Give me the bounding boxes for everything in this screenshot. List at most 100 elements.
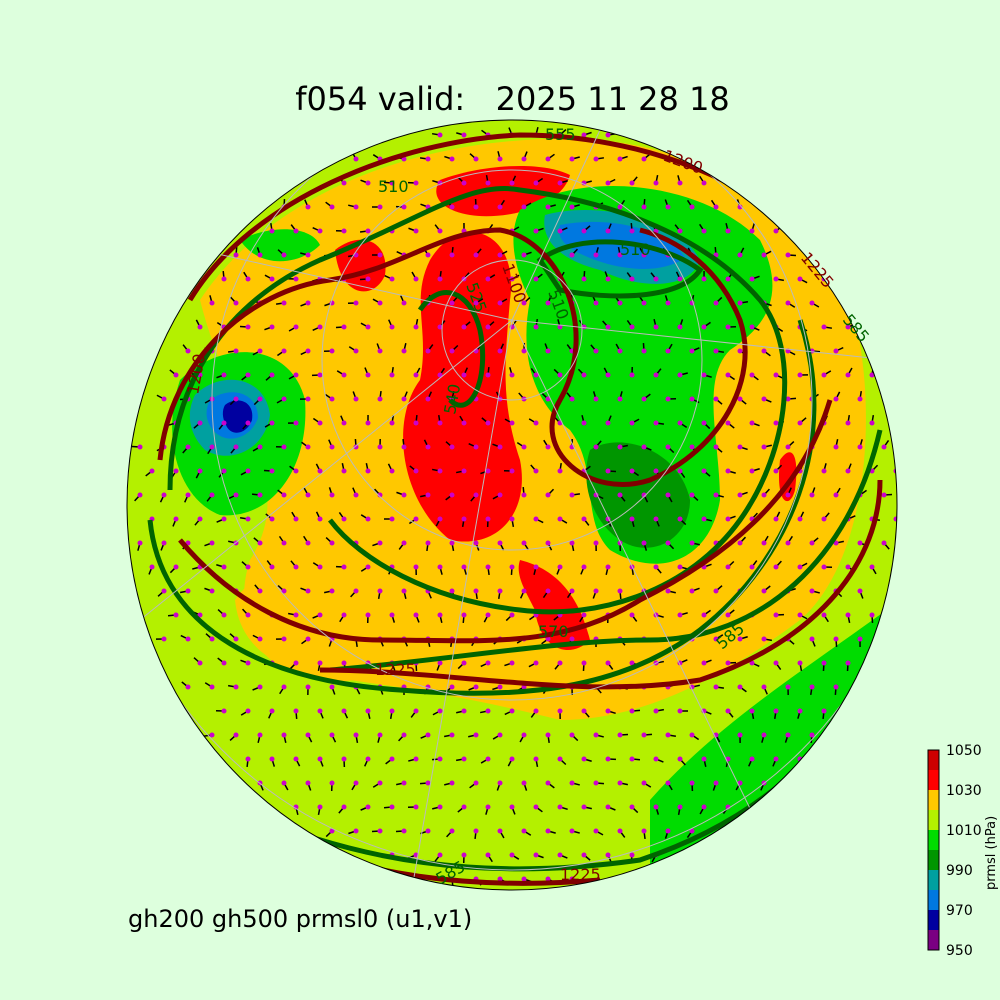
wind-station-dot (701, 372, 707, 378)
wind-station-dot (653, 708, 659, 714)
wind-station-dot (389, 708, 395, 714)
wind-station-dot (869, 420, 875, 426)
wind-station-dot (473, 204, 479, 210)
wind-station-dot (401, 348, 407, 354)
wind-station-dot (317, 516, 323, 522)
wind-station-dot (245, 660, 251, 666)
wind-station-dot (257, 252, 263, 258)
wind-station-dot (413, 708, 419, 714)
wind-station-dot (473, 828, 479, 834)
colorbar-segment (928, 890, 939, 910)
wind-station-dot (749, 420, 755, 426)
gh200-label: 1225 (375, 660, 416, 679)
wind-station-dot (761, 348, 767, 354)
gh500-label: 510 (378, 177, 409, 196)
wind-station-dot (485, 516, 491, 522)
wind-station-dot (437, 756, 443, 762)
wind-station-dot (293, 228, 299, 234)
wind-station-dot (617, 828, 623, 834)
wind-station-dot (605, 276, 611, 282)
wind-barb (895, 468, 897, 472)
wind-station-dot (317, 564, 323, 570)
wind-station-dot (665, 300, 671, 306)
wind-station-dot (761, 684, 767, 690)
wind-station-dot (281, 492, 287, 498)
wind-station-dot (713, 444, 719, 450)
wind-station-dot (281, 780, 287, 786)
wind-station-dot (509, 180, 515, 186)
wind-station-dot (605, 804, 611, 810)
wind-station-dot (749, 708, 755, 714)
wind-station-dot (545, 492, 551, 498)
low-pressure-region (513, 186, 773, 564)
wind-station-dot (785, 444, 791, 450)
wind-station-dot (509, 756, 515, 762)
wind-station-dot (641, 732, 647, 738)
wind-station-dot (533, 180, 539, 186)
wind-station-dot (785, 540, 791, 546)
wind-station-dot (749, 228, 755, 234)
wind-station-dot (437, 612, 443, 618)
wind-station-dot (869, 612, 875, 618)
wind-station-dot (545, 348, 551, 354)
colorbar-segment (928, 930, 939, 950)
wind-station-dot (737, 492, 743, 498)
wind-station-dot (821, 516, 827, 522)
wind-station-dot (845, 468, 851, 474)
wind-station-dot (665, 396, 671, 402)
wind-station-dot (233, 732, 239, 738)
wind-station-dot (521, 204, 527, 210)
wind-station-dot (317, 324, 323, 330)
gh500-contour (417, 290, 486, 408)
wind-station-dot (221, 372, 227, 378)
wind-station-dot (797, 516, 803, 522)
wind-station-dot (413, 276, 419, 282)
wind-station-dot (389, 516, 395, 522)
wind-station-dot (209, 684, 215, 690)
wind-station-dot (377, 396, 383, 402)
wind-station-dot (593, 828, 599, 834)
wind-station-dot (461, 756, 467, 762)
wind-station-dot (221, 708, 227, 714)
wind-station-dot (389, 612, 395, 618)
gh500-label: 555 (545, 125, 576, 144)
wind-station-dot (821, 324, 827, 330)
wind-station-dot (557, 468, 563, 474)
wind-station-dot (629, 852, 635, 858)
colorbar (927, 749, 940, 951)
wind-station-dot (425, 156, 431, 162)
wind-station-dot (293, 324, 299, 330)
wind-station-dot (425, 492, 431, 498)
wind-station-dot (725, 612, 731, 618)
wind-station-dot (281, 252, 287, 258)
wind-station-dot (365, 372, 371, 378)
wind-station-dot (677, 564, 683, 570)
wind-station-dot (257, 396, 263, 402)
wind-station-dot (677, 516, 683, 522)
wind-station-dot (629, 804, 635, 810)
colorbar-tick: 1010 (946, 823, 982, 839)
wind-station-dot (437, 132, 443, 138)
wind-station-dot (365, 276, 371, 282)
wind-station-dot (449, 300, 455, 306)
wind-station-dot (449, 444, 455, 450)
wind-station-dot (653, 372, 659, 378)
wind-station-dot (173, 612, 179, 618)
longitude-line (511, 319, 781, 871)
wind-station-dot (341, 372, 347, 378)
wind-station-dot (377, 780, 383, 786)
wind-station-dot (341, 660, 347, 666)
wind-station-dot (557, 516, 563, 522)
wind-station-dot (281, 444, 287, 450)
wind-station-dot (857, 588, 863, 594)
wind-station-dot (497, 348, 503, 354)
wind-station-dot (461, 708, 467, 714)
wind-station-dot (149, 564, 155, 570)
wind-station-dot (401, 828, 407, 834)
wind-station-dot (737, 348, 743, 354)
wind-station-dot (749, 564, 755, 570)
wind-station-dot (521, 732, 527, 738)
wind-station-dot (461, 804, 467, 810)
wind-station-dot (257, 492, 263, 498)
wind-station-dot (689, 204, 695, 210)
